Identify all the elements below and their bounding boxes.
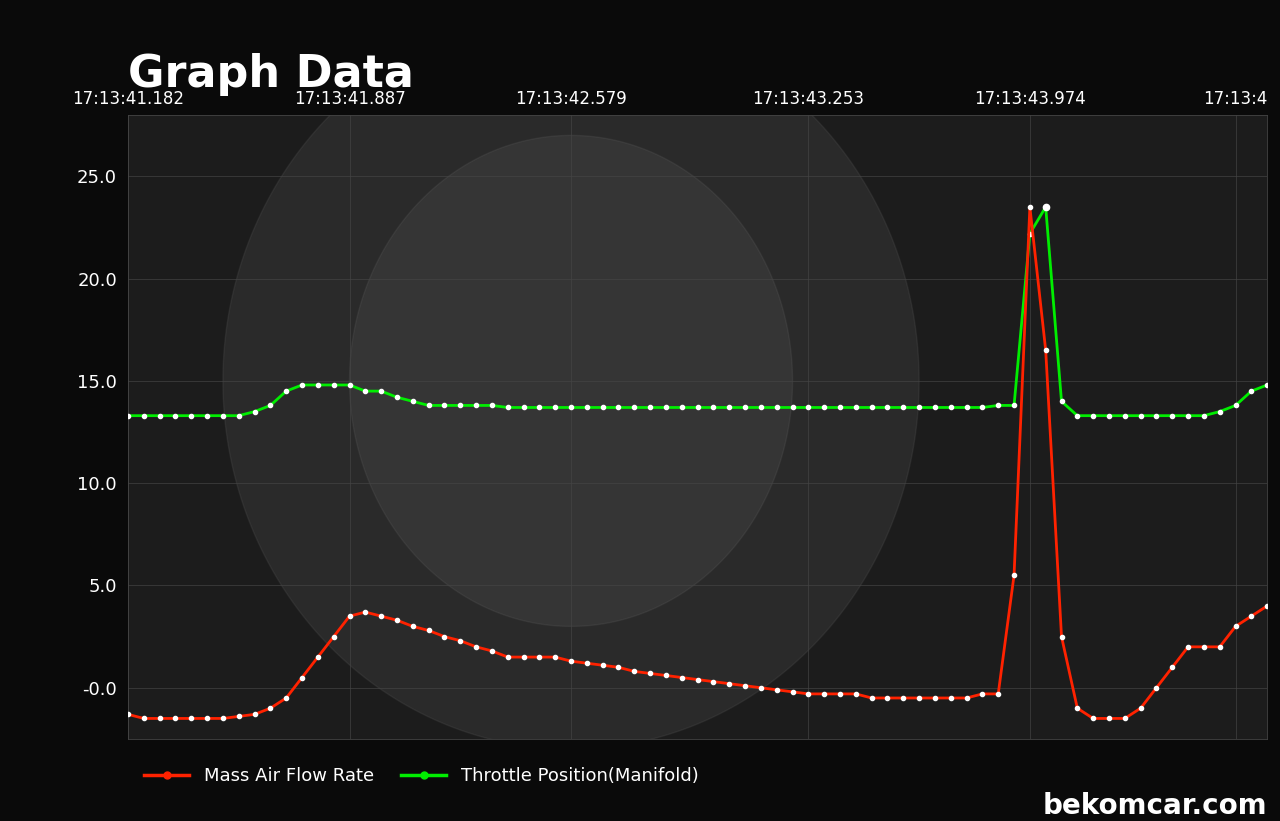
Text: Graph Data: Graph Data [128,53,413,96]
Text: bekomcar.com: bekomcar.com [1043,792,1267,820]
Polygon shape [223,12,919,749]
Polygon shape [349,135,792,626]
Legend: Mass Air Flow Rate, Throttle Position(Manifold): Mass Air Flow Rate, Throttle Position(Ma… [137,759,705,792]
